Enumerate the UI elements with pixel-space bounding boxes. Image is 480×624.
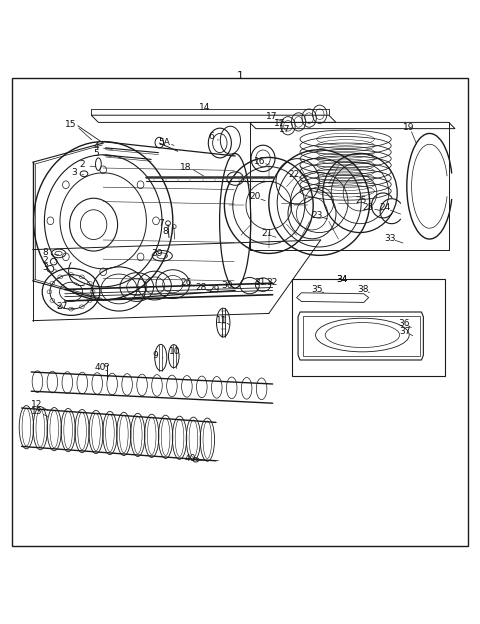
Text: 38: 38 [358, 285, 369, 294]
Text: 1: 1 [237, 71, 243, 81]
Text: 14: 14 [199, 102, 211, 112]
Text: 5: 5 [94, 149, 99, 158]
Text: 25: 25 [355, 196, 367, 205]
Text: 19: 19 [403, 123, 415, 132]
Text: 29: 29 [209, 285, 220, 295]
Text: 4: 4 [94, 142, 99, 151]
Text: 3: 3 [42, 263, 48, 272]
Text: 16: 16 [254, 157, 266, 166]
Text: 12: 12 [31, 400, 43, 409]
Text: 30: 30 [221, 281, 232, 290]
Text: 33: 33 [384, 233, 396, 243]
Text: 18: 18 [180, 162, 192, 172]
Text: 17: 17 [266, 112, 278, 121]
Text: 28: 28 [196, 283, 207, 293]
Text: 40: 40 [95, 363, 107, 372]
Text: 3: 3 [71, 168, 77, 177]
Text: 36: 36 [398, 318, 410, 328]
Text: 21: 21 [262, 229, 273, 238]
Text: 2: 2 [79, 160, 85, 169]
Text: 27: 27 [57, 302, 68, 311]
Text: 8: 8 [162, 227, 168, 236]
Text: 23: 23 [311, 210, 323, 220]
Text: 17: 17 [279, 125, 291, 134]
Text: 11: 11 [216, 316, 228, 325]
Text: 5A: 5A [158, 137, 170, 147]
Text: 31: 31 [254, 278, 266, 287]
Text: 9: 9 [153, 351, 158, 359]
Text: 34: 34 [336, 275, 348, 284]
Text: 25: 25 [362, 203, 374, 212]
Text: 34: 34 [336, 275, 348, 284]
Text: 17: 17 [274, 119, 285, 128]
Text: 24: 24 [379, 203, 390, 212]
Text: 35: 35 [311, 285, 323, 294]
Text: 20: 20 [250, 192, 261, 202]
Text: 32: 32 [266, 278, 278, 287]
Text: 40: 40 [185, 454, 196, 464]
Text: 8: 8 [42, 248, 48, 257]
Text: 13: 13 [31, 407, 43, 416]
Text: 2: 2 [42, 256, 48, 265]
Text: 37: 37 [399, 327, 411, 336]
Text: 15: 15 [65, 120, 76, 129]
Text: 22: 22 [288, 170, 299, 178]
Bar [292, 280, 445, 376]
Text: 26: 26 [180, 278, 192, 287]
Text: 39: 39 [151, 249, 163, 258]
Bar [303, 316, 420, 356]
Text: 7: 7 [158, 219, 164, 228]
Text: 10: 10 [169, 348, 180, 356]
Text: 6: 6 [209, 132, 215, 141]
